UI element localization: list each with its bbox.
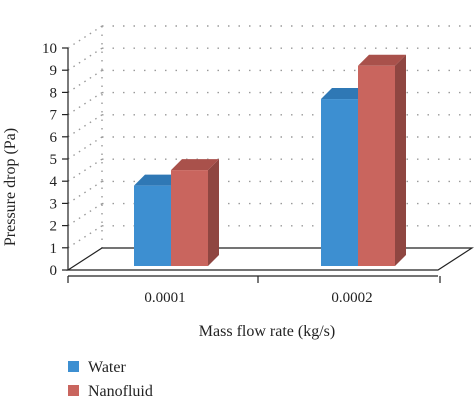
x-tick-label: 0.0001 (144, 290, 185, 306)
bar-top (171, 159, 219, 171)
gridline-side (67, 180, 103, 204)
gridline-side (67, 25, 103, 49)
gridline-side (67, 47, 103, 71)
bar-nanofluid-0.0002 (358, 65, 395, 266)
gridline-side (67, 203, 103, 227)
bar-water-0.0001 (134, 185, 171, 266)
y-tick-label: 7 (50, 108, 58, 124)
bar-side (395, 54, 406, 267)
y-tick-label: 1 (50, 241, 58, 257)
tick-labels: 0 1 2 3 4 5 6 7 8 9 10 0.0001 0.0002 (42, 41, 373, 306)
gridline-side (67, 225, 103, 249)
y-tick-label: 5 (50, 152, 58, 168)
y-axis-title: Pressure drop (Pa) (2, 128, 19, 246)
gridline-side (67, 114, 103, 138)
y-tick-label: 10 (42, 41, 57, 57)
legend-swatch (68, 385, 79, 396)
x-tick-label: 0.0002 (331, 290, 372, 306)
bar-top (134, 174, 182, 186)
bar-top (321, 88, 369, 100)
y-tick-label: 2 (50, 219, 58, 235)
gridlines (67, 25, 474, 249)
y-tick-label: 4 (50, 174, 58, 190)
gridline-side (67, 158, 103, 182)
x-axis-title: Mass flow rate (kg/s) (199, 323, 335, 340)
gridline-side (67, 92, 103, 116)
legend-swatch (68, 361, 79, 372)
legend-label: Nanofluid (88, 383, 153, 400)
gridline-side (67, 69, 103, 93)
y-tick-label: 0 (50, 263, 58, 279)
chart-floor (65, 247, 474, 271)
y-tick-label: 6 (50, 130, 58, 146)
bar-nanofluid-0.0001 (171, 170, 208, 266)
bar-top (358, 54, 406, 66)
y-tick-label: 8 (50, 85, 58, 101)
bars (134, 54, 406, 267)
bar-water-0.0002 (321, 99, 358, 266)
bar-side (208, 159, 219, 266)
y-tick-label: 3 (50, 196, 58, 212)
legend-label: Water (88, 359, 126, 376)
axes (62, 47, 474, 283)
y-tick-label: 9 (50, 63, 58, 79)
gridline-side (67, 136, 103, 160)
legend: Water Nanofluid (68, 359, 153, 400)
